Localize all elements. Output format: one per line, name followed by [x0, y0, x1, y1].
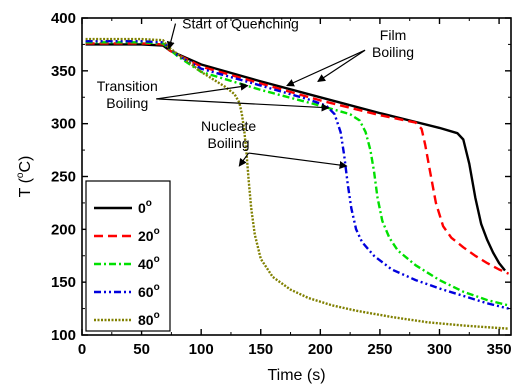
legend-label-value: 80: [138, 312, 154, 328]
y-tick-label: 150: [51, 274, 76, 291]
annotation-arrow: [248, 152, 348, 169]
x-tick-label: 50: [133, 341, 150, 358]
annotation-arrow: [156, 98, 330, 112]
axes-layer: 0 50 100 150 200 250 300 3501001502002503003504…: [15, 10, 512, 384]
annotation-arrow: [317, 49, 366, 82]
x-axis-title: Time (s): [267, 367, 325, 384]
legend-label-degree: o: [146, 198, 152, 209]
legend-label-degree: o: [154, 226, 160, 237]
annotation-layer: Start of QuenchingFilmBoilingTransitionB…: [97, 16, 414, 169]
x-tick-label: 0: [78, 341, 86, 358]
legend-label-0deg: 0o: [138, 198, 152, 216]
y-tick-label: 350: [51, 63, 76, 80]
legend-label-value: 20: [138, 228, 154, 244]
legend-box: [85, 180, 171, 332]
annotation-text: Transition: [97, 78, 158, 94]
x-tick-label: 150: [248, 341, 273, 358]
y-tick-label: 200: [51, 221, 76, 238]
legend-label-value: 60: [138, 284, 154, 300]
annotation-text: Boiling: [106, 95, 148, 111]
annotation-text: Film: [380, 27, 406, 43]
x-tick-label: 250: [367, 341, 392, 358]
annotation-arrow: [238, 152, 250, 167]
y-axis-title-part: T (: [17, 177, 34, 197]
annotation-text: Boiling: [372, 44, 414, 60]
legend-label-20deg: 20o: [138, 226, 160, 244]
series-line-80deg: [85, 37, 509, 330]
legend-label-value: 0: [138, 200, 146, 216]
annotation-text: Boiling: [208, 135, 250, 151]
annotation-arrow: [286, 49, 366, 87]
annotation-text: Start of Quenching: [182, 16, 299, 32]
legend-label-40deg: 40o: [138, 254, 160, 272]
y-tick-label: 300: [51, 116, 76, 133]
y-tick-label: 100: [51, 327, 76, 344]
x-tick-label: 200: [308, 341, 333, 358]
y-axis-title-degree: o: [15, 172, 26, 178]
y-axis-title: T (oC): [15, 156, 34, 198]
legend-label-value: 40: [138, 256, 154, 272]
x-tick-label: 300: [427, 341, 452, 358]
legend-label-80deg: 80o: [138, 310, 160, 328]
legend-label-degree: o: [154, 310, 160, 321]
x-tick-label: 100: [189, 341, 214, 358]
legend-label-degree: o: [154, 282, 160, 293]
y-tick-label: 250: [51, 169, 76, 186]
x-tick-label: 350: [487, 341, 512, 358]
series-layer: [85, 37, 510, 330]
legend-label-60deg: 60o: [138, 282, 160, 300]
annotation-arrow: [156, 82, 249, 100]
annotation-text: Nucleate: [201, 118, 256, 134]
annotation-start-of-quenching: Start of Quenching: [166, 16, 299, 50]
annotation-arrow: [166, 23, 177, 50]
legend-label-degree: o: [154, 254, 160, 265]
y-tick-label: 400: [51, 10, 76, 27]
y-axis-title-part: C): [17, 156, 34, 173]
